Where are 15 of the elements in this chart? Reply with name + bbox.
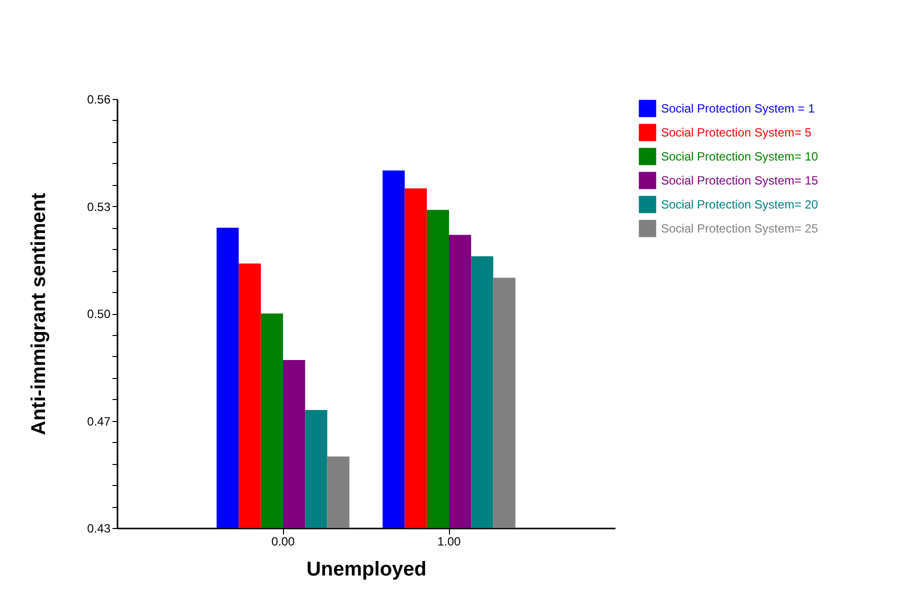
legend-label: Social Protection System= 5 [661, 126, 812, 140]
y-tick-label: 0.43 [87, 522, 111, 536]
legend-label: Social Protection System= 10 [661, 150, 818, 164]
legend-label: Social Protection System = 1 [661, 102, 816, 116]
y-tick-label: 0.50 [87, 307, 111, 321]
legend-label: Social Protection System= 25 [661, 222, 818, 236]
y-tick-label: 0.56 [87, 92, 111, 106]
y-tick-label: 0.47 [87, 414, 111, 428]
legend-label: Social Protection System= 15 [661, 174, 818, 188]
x-axis-title: Unemployed [306, 558, 427, 580]
y-tick-label: 0.53 [87, 200, 111, 214]
x-tick-label: 1.00 [437, 534, 461, 548]
legend-label: Social Protection System= 20 [661, 198, 818, 212]
x-tick-label: 0.00 [271, 534, 295, 548]
y-axis-title: Anti-immigrant sentiment [28, 192, 50, 436]
